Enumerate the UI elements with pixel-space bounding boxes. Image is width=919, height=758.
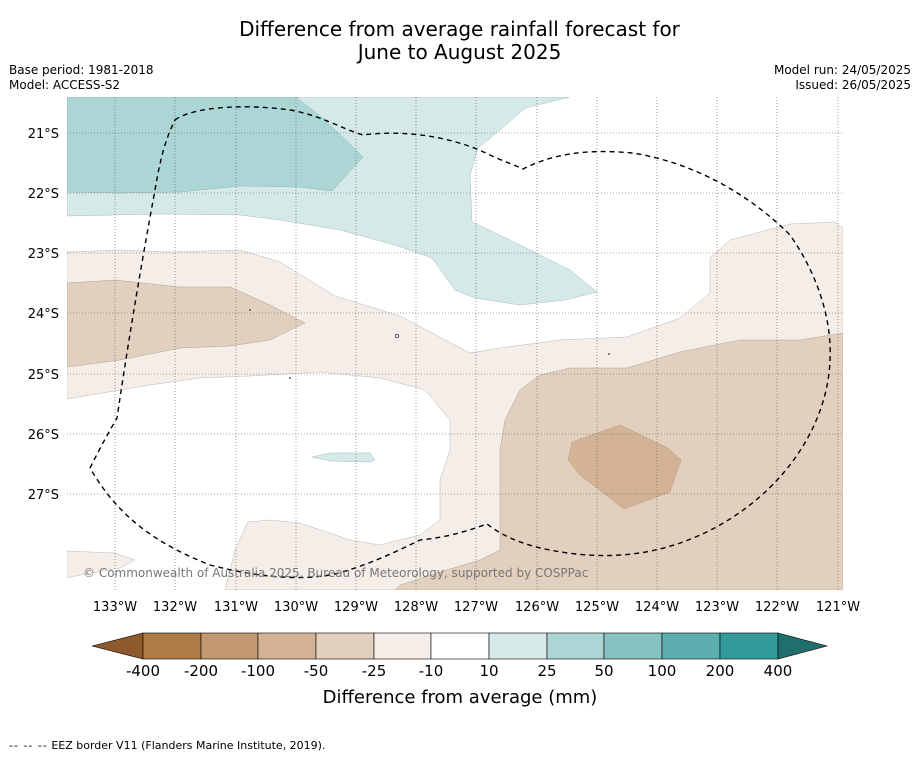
lat-label: 21°S — [28, 127, 59, 142]
lat-label: 26°S — [28, 428, 59, 443]
lon-label: 126°W — [515, 600, 559, 615]
base-period: Base period: 1981-2018 — [9, 63, 154, 77]
longitude-labels: 133°W 132°W 131°W 130°W 129°W 128°W 127°… — [93, 600, 860, 615]
colorbar-extend-high — [777, 632, 829, 660]
island-marks — [249, 309, 610, 379]
model-run: Model run: 24/05/2025 — [773, 63, 911, 77]
lon-label: 127°W — [454, 600, 498, 615]
lon-label: 132°W — [153, 600, 197, 615]
colorbar-tick: 400 — [764, 662, 793, 680]
lon-label: 128°W — [394, 600, 438, 615]
colorbar-tick: -10 — [419, 662, 444, 680]
colorbar-tick: 10 — [479, 662, 498, 680]
colorbar-cell — [430, 632, 490, 660]
colorbar-cell — [719, 632, 779, 660]
lon-label: 125°W — [575, 600, 619, 615]
lon-label: 129°W — [334, 600, 378, 615]
lon-label: 131°W — [214, 600, 258, 615]
latitude-labels: 21°S 22°S 23°S 24°S 25°S 26°S 27°S — [28, 127, 59, 503]
colorbar-tick-labels: -400 -200 -100 -50 -25 -10 10 25 50 100 … — [126, 662, 792, 680]
lon-label: 133°W — [93, 600, 137, 615]
colorbar-tick: 100 — [648, 662, 677, 680]
colorbar-tick: 50 — [594, 662, 613, 680]
footer-note: -- -- -- EEZ border V11 (Flanders Marine… — [9, 739, 325, 752]
copyright-text: © Commonwealth of Australia 2025, Bureau… — [83, 566, 588, 580]
colorbar-cell — [603, 632, 663, 660]
colorbar-cell — [142, 632, 202, 660]
teal-mid-region-northwest — [67, 97, 364, 194]
model-name: Model: ACCESS-S2 — [9, 78, 121, 92]
lon-label: 124°W — [635, 600, 679, 615]
lon-label: 122°W — [755, 600, 799, 615]
colorbar-cell — [488, 632, 548, 660]
eez-legend-text: EEZ border V11 (Flanders Marine Institut… — [51, 739, 326, 752]
issued-date: Issued: 26/05/2025 — [795, 78, 911, 92]
colorbar-tick: -200 — [184, 662, 218, 680]
colorbar-cell — [661, 632, 721, 660]
brown-mid-region-west — [67, 279, 306, 368]
meta-left: Base period: 1981-2018 Model: ACCESS-S2 — [9, 63, 154, 93]
lon-label: 130°W — [274, 600, 318, 615]
colorbar: -400 -200 -100 -50 -25 -10 10 25 50 100 … — [91, 632, 829, 708]
eez-legend-dashes: -- -- -- — [9, 739, 48, 752]
brown-dark-patch — [567, 424, 682, 510]
colorbar-cell — [546, 632, 605, 660]
colorbar-tick: -50 — [304, 662, 329, 680]
colorbar-label: Difference from average (mm) — [323, 687, 598, 708]
colorbar-extend-low — [91, 632, 144, 660]
colorbar-tick: 25 — [537, 662, 556, 680]
meta-right: Model run: 24/05/2025 Issued: 26/05/2025 — [774, 63, 911, 93]
lat-label: 23°S — [28, 247, 59, 262]
colorbar-cells — [91, 632, 829, 660]
colorbar-cell — [200, 632, 259, 660]
teal-small-patch — [311, 452, 376, 463]
map-regions: © Commonwealth of Australia 2025, Bureau… — [67, 97, 843, 590]
lat-label: 22°S — [28, 187, 59, 202]
lat-label: 27°S — [28, 488, 59, 503]
colorbar-tick: -400 — [126, 662, 160, 680]
lon-label: 121°W — [816, 600, 860, 615]
title-line-2: June to August 2025 — [357, 40, 562, 64]
colorbar-tick: -100 — [241, 662, 275, 680]
colorbar-tick: 200 — [706, 662, 735, 680]
lat-label: 24°S — [28, 307, 59, 322]
map-gridlines — [67, 97, 843, 590]
eez-border — [89, 106, 831, 579]
lon-label: 123°W — [695, 600, 739, 615]
chart-title: Difference from average rainfall forecas… — [0, 18, 919, 64]
lat-label: 25°S — [28, 368, 59, 383]
colorbar-cell — [373, 632, 432, 660]
colorbar-tick: -25 — [362, 662, 387, 680]
colorbar-cell — [257, 632, 317, 660]
colorbar-cell — [315, 632, 375, 660]
title-line-1: Difference from average rainfall forecas… — [239, 17, 680, 41]
